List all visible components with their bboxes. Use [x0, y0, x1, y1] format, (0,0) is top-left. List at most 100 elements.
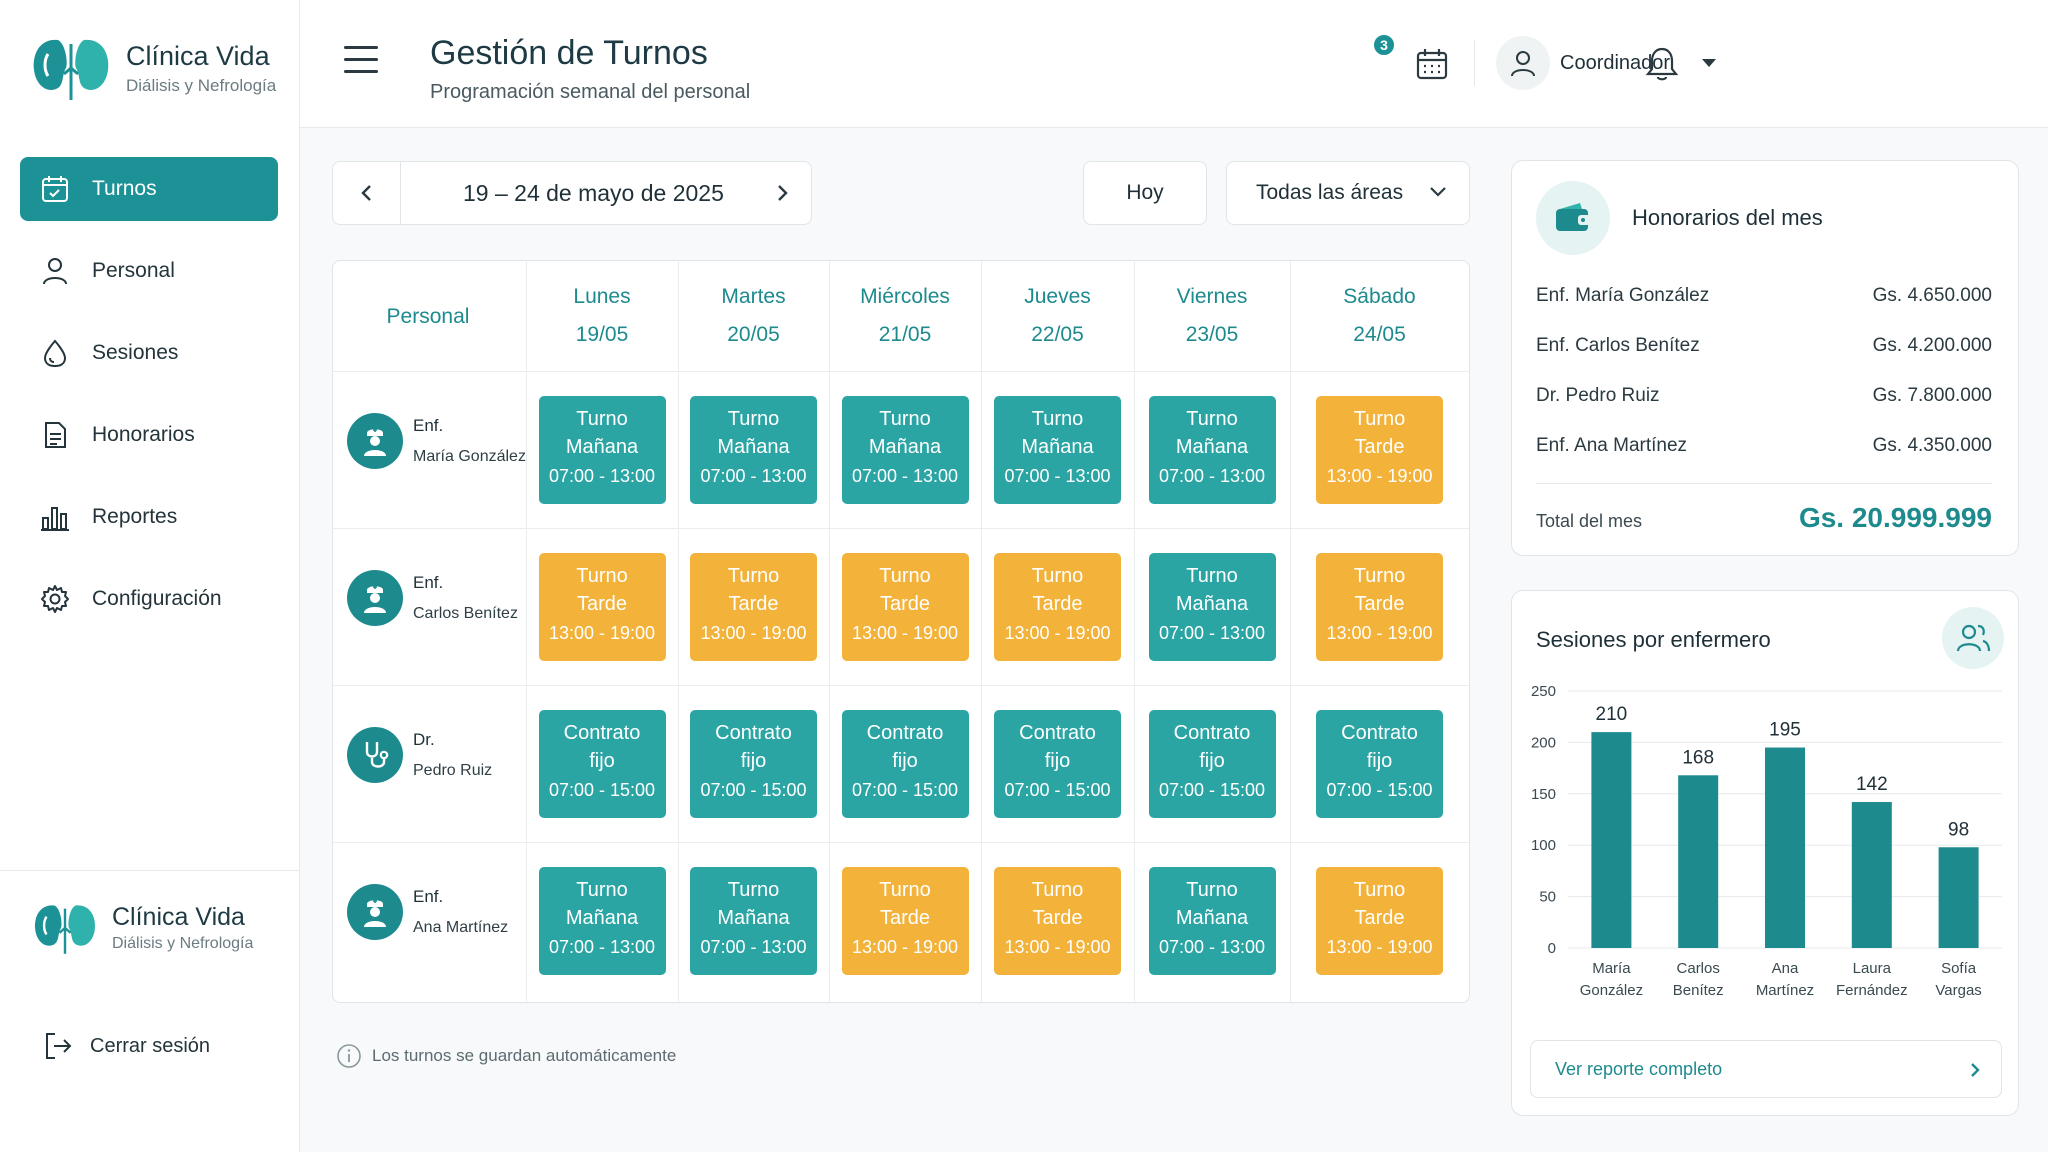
user-menu[interactable]: Coordinador	[1496, 36, 1717, 90]
sidebar-item-turnos[interactable]: Turnos	[20, 157, 278, 221]
shift-card[interactable]: Contrato fijo 07:00 - 15:00	[1148, 710, 1276, 818]
staff-name: Ana Martínez	[413, 919, 509, 936]
shift-card[interactable]: Contrato fijo 07:00 - 15:00	[841, 710, 969, 818]
staff-member: Enf. María González	[347, 413, 527, 469]
shift-hours: 07:00 - 13:00	[548, 466, 656, 486]
page-subtitle: Programación semanal del personal	[430, 81, 751, 103]
nurse-icon	[347, 413, 403, 469]
shift-hours: 07:00 - 13:00	[1004, 466, 1111, 486]
shift-hours: 07:00 - 13:00	[700, 937, 807, 957]
bell-icon[interactable]	[1642, 44, 1682, 84]
day-column-header: Lunes 19/05	[526, 261, 678, 371]
gear-icon	[38, 582, 72, 616]
shift-hours: 07:00 - 13:00	[1158, 937, 1266, 957]
chevron-right-icon	[1971, 1063, 1980, 1077]
shift-card[interactable]: Contrato fijo 07:00 - 15:00	[1316, 710, 1443, 818]
calendar-icon[interactable]	[1414, 46, 1450, 82]
shift-card[interactable]: Turno Mañana 07:00 - 13:00	[1148, 396, 1276, 504]
shift-card[interactable]: Turno Mañana 07:00 - 13:00	[1148, 867, 1276, 975]
sidebar-item-label: Sesiones	[92, 341, 179, 364]
logout-button[interactable]: Cerrar sesión	[42, 1030, 210, 1062]
shift-card[interactable]: Contrato fijo 07:00 - 15:00	[538, 710, 666, 818]
shift-card[interactable]: Turno Tarde 13:00 - 19:00	[690, 553, 817, 661]
shift-type: Turno	[576, 408, 628, 430]
shift-type: Contrato	[866, 722, 944, 744]
notification-badge: 3	[1372, 33, 1396, 57]
chart-data-label: 142	[1856, 774, 1888, 795]
full-report-link[interactable]: Ver reporte completo	[1530, 1040, 2002, 1098]
staff-title: Dr.	[413, 730, 435, 749]
chart-bar	[1591, 732, 1632, 948]
sidebar-item-label: Configuración	[92, 587, 222, 610]
shift-name: fijo	[740, 750, 767, 772]
avatar	[1496, 36, 1550, 90]
grid-column-divider	[829, 261, 830, 1002]
shift-name: Mañana	[717, 436, 790, 458]
shift-type: Turno	[1353, 565, 1406, 587]
shift-card[interactable]: Turno Mañana 07:00 - 13:00	[538, 396, 666, 504]
day-date: 21/05	[878, 323, 932, 346]
day-name: Martes	[721, 285, 786, 308]
staff-title: Enf.	[413, 887, 444, 906]
sidebar-item-reportes[interactable]: Reportes	[20, 485, 278, 549]
sidebar-item-sesiones[interactable]: Sesiones	[20, 321, 278, 385]
shift-card[interactable]: Contrato fijo 07:00 - 15:00	[690, 710, 817, 818]
shift-card[interactable]: Turno Tarde 13:00 - 19:00	[1316, 867, 1443, 975]
shift-hours: 13:00 - 19:00	[1004, 937, 1111, 957]
shift-name: Tarde	[1354, 907, 1405, 929]
shift-card[interactable]: Contrato fijo 07:00 - 15:00	[994, 710, 1121, 818]
shift-name: fijo	[589, 750, 615, 772]
week-range: 19 – 24 de mayo de 2025	[463, 180, 724, 206]
shift-card[interactable]: Turno Tarde 13:00 - 19:00	[841, 553, 969, 661]
chart-bar	[1938, 847, 1979, 948]
next-week-button[interactable]	[753, 162, 811, 224]
shift-hours: 07:00 - 15:00	[1004, 780, 1111, 800]
day-column-header: Viernes 23/05	[1134, 261, 1290, 371]
sessions-title: Sesiones por enfermero	[1536, 627, 1771, 652]
menu-toggle-button[interactable]	[344, 46, 378, 76]
shift-name: Mañana	[868, 436, 942, 458]
chart-y-tick-label: 100	[1531, 837, 1556, 854]
chart-x-tick-label: Laura	[1853, 960, 1892, 977]
shift-card[interactable]: Turno Mañana 07:00 - 13:00	[690, 396, 817, 504]
fees-title: Honorarios del mes	[1632, 205, 1823, 230]
shift-card[interactable]: Turno Mañana 07:00 - 13:00	[1148, 553, 1276, 661]
shift-type: Turno	[576, 879, 628, 901]
day-date: 20/05	[727, 323, 780, 346]
shift-card[interactable]: Turno Mañana 07:00 - 13:00	[538, 867, 666, 975]
shift-card[interactable]: Turno Tarde 13:00 - 19:00	[994, 553, 1121, 661]
shift-card[interactable]: Turno Tarde 13:00 - 19:00	[1316, 396, 1443, 504]
shift-hours: 07:00 - 13:00	[851, 466, 959, 486]
shift-type: Turno	[879, 565, 931, 587]
today-button[interactable]: Hoy	[1083, 161, 1207, 225]
fees-card: Honorarios del mes Enf. María González G…	[1511, 160, 2019, 556]
shift-card[interactable]: Turno Mañana 07:00 - 13:00	[841, 396, 969, 504]
personal-column-header: Personal	[386, 305, 470, 328]
shift-card[interactable]: Turno Mañana 07:00 - 13:00	[690, 867, 817, 975]
shift-card[interactable]: Turno Tarde 13:00 - 19:00	[1316, 553, 1443, 661]
staff-name: Carlos Benítez	[413, 605, 518, 622]
shift-card[interactable]: Turno Tarde 13:00 - 19:00	[538, 553, 666, 661]
grid-row-divider	[333, 685, 1469, 686]
chevron-down-icon	[1430, 187, 1446, 197]
previous-week-button[interactable]	[333, 162, 401, 224]
shift-card[interactable]: Turno Tarde 13:00 - 19:00	[994, 867, 1121, 975]
chart-y-tick-label: 200	[1531, 734, 1556, 751]
shift-card[interactable]: Turno Mañana 07:00 - 13:00	[994, 396, 1121, 504]
grid-row-divider	[333, 528, 1469, 529]
shift-type: Turno	[1353, 408, 1406, 430]
sidebar-item-honorarios[interactable]: Honorarios	[20, 403, 278, 467]
shift-name: Tarde	[879, 593, 931, 615]
shift-type: Turno	[1031, 565, 1084, 587]
shift-name: Tarde	[728, 593, 779, 615]
page-title: Gestión de Turnos	[430, 34, 708, 72]
chevron-left-icon	[360, 185, 371, 201]
shift-card[interactable]: Turno Tarde 13:00 - 19:00	[841, 867, 969, 975]
sidebar-item-personal[interactable]: Personal	[20, 239, 278, 303]
fee-row: Enf. Carlos Benítez Gs. 4.200.000	[1536, 335, 1992, 357]
area-select[interactable]: Todas las áreas	[1226, 161, 1470, 225]
sidebar-item-configuracion[interactable]: Configuración	[20, 567, 278, 631]
brand-name: Clínica Vida	[112, 903, 245, 931]
logout-icon	[46, 1033, 72, 1059]
shift-type: Turno	[727, 408, 780, 430]
